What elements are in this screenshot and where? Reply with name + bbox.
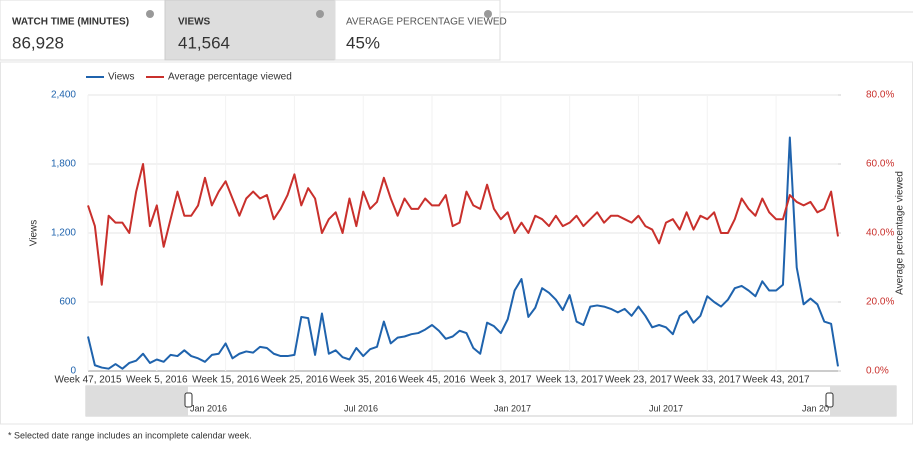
- y2-axis-label: Average percentage viewed: [895, 171, 906, 295]
- tab-title: WATCH TIME (MINUTES): [12, 17, 129, 28]
- navigator-label: Jan 20: [802, 403, 829, 413]
- y2-tick-label: 60.0%: [866, 159, 894, 170]
- navigator-handle[interactable]: [184, 392, 193, 408]
- navigator-label: Jan 2016: [190, 403, 227, 413]
- x-tick-label: Week 3, 2017: [470, 375, 532, 386]
- navigator-label: Jul 2016: [344, 403, 378, 413]
- x-tick-label: Week 35, 2016: [330, 375, 398, 386]
- help-icon[interactable]: [146, 10, 154, 18]
- legend-label: Views: [108, 72, 135, 83]
- tab-value: 86,928: [12, 33, 64, 52]
- tab-value: 41,564: [178, 33, 230, 52]
- y2-tick-label: 0.0%: [866, 366, 889, 377]
- tab-value: 45%: [346, 33, 380, 52]
- series-line: [87, 163, 839, 286]
- y2-tick-label: 20.0%: [866, 297, 894, 308]
- legend-label: Average percentage viewed: [168, 72, 292, 83]
- y-tick-label: 0: [70, 366, 76, 377]
- x-tick-label: Week 5, 2016: [126, 375, 188, 386]
- help-icon[interactable]: [316, 10, 324, 18]
- tab[interactable]: [334, 0, 501, 61]
- x-tick-label: Week 45, 2016: [398, 375, 466, 386]
- footnote: * Selected date range includes an incomp…: [8, 430, 252, 440]
- tab[interactable]: [0, 0, 166, 61]
- help-icon[interactable]: [484, 10, 492, 18]
- x-tick-label: Week 25, 2016: [261, 375, 329, 386]
- tab-title: VIEWS: [178, 17, 211, 28]
- navigator[interactable]: [85, 385, 897, 417]
- series-line: [87, 136, 839, 370]
- tab-title: AVERAGE PERCENTAGE VIEWED: [346, 17, 507, 28]
- tab-selected[interactable]: [164, 0, 336, 61]
- y-axis-label: Views: [29, 220, 40, 247]
- navigator-mask: [830, 386, 896, 416]
- y-tick-label: 600: [59, 297, 76, 308]
- navigator-handle[interactable]: [825, 392, 834, 408]
- navigator-mask: [86, 386, 188, 416]
- x-tick-label: Week 47, 2015: [54, 375, 122, 386]
- navigator-label: Jan 2017: [494, 403, 531, 413]
- x-tick-label: Week 15, 2016: [192, 375, 260, 386]
- y-tick-label: 2,400: [51, 90, 76, 101]
- y-tick-label: 1,200: [51, 228, 76, 239]
- x-tick-label: Week 13, 2017: [536, 375, 604, 386]
- y-tick-label: 1,800: [51, 159, 76, 170]
- x-tick-label: Week 43, 2017: [743, 375, 811, 386]
- y2-tick-label: 80.0%: [866, 90, 894, 101]
- navigator-label: Jul 2017: [649, 403, 683, 413]
- y2-tick-label: 40.0%: [866, 228, 894, 239]
- x-tick-label: Week 33, 2017: [674, 375, 742, 386]
- x-tick-label: Week 23, 2017: [605, 375, 673, 386]
